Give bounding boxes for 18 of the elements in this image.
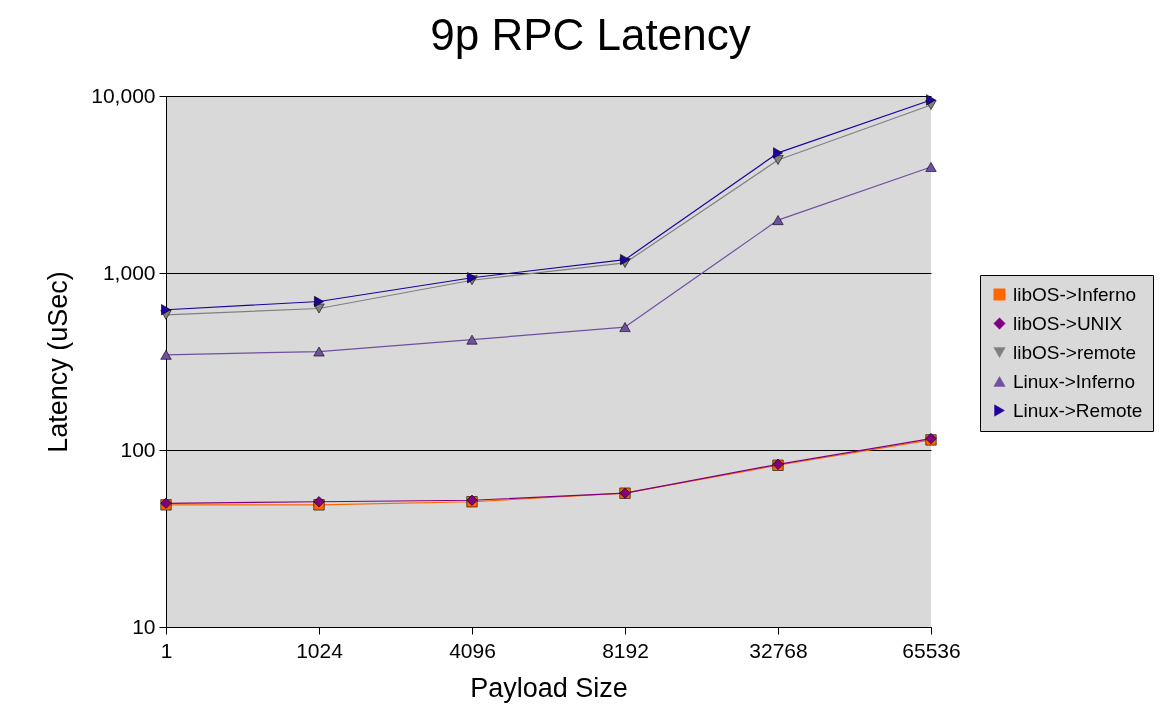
x-tick-label: 1 — [160, 638, 173, 662]
legend-label: libOS->Inferno — [1013, 283, 1137, 305]
y-axis-title: Latency (uSec) — [43, 271, 74, 453]
y-tick-label: 10,000 — [91, 83, 156, 107]
x-tick-label: 32768 — [749, 638, 808, 662]
x-tick-label: 4096 — [449, 638, 496, 662]
legend-label: Linux->Remote — [1013, 399, 1143, 421]
y-tick-label: 10 — [132, 614, 156, 638]
chart-title: 9p RPC Latency — [430, 10, 751, 59]
legend-label: Linux->Inferno — [1013, 370, 1135, 392]
legend-label: libOS->remote — [1013, 341, 1137, 363]
y-tick-label: 1,000 — [102, 260, 156, 284]
y-tick-label: 100 — [120, 437, 156, 461]
x-tick-label: 65536 — [902, 638, 961, 662]
x-tick-label: 1024 — [296, 638, 344, 662]
x-tick-label: 8192 — [602, 638, 649, 662]
legend-label: libOS->UNIX — [1013, 312, 1123, 334]
x-axis-title: Payload Size — [470, 672, 628, 703]
